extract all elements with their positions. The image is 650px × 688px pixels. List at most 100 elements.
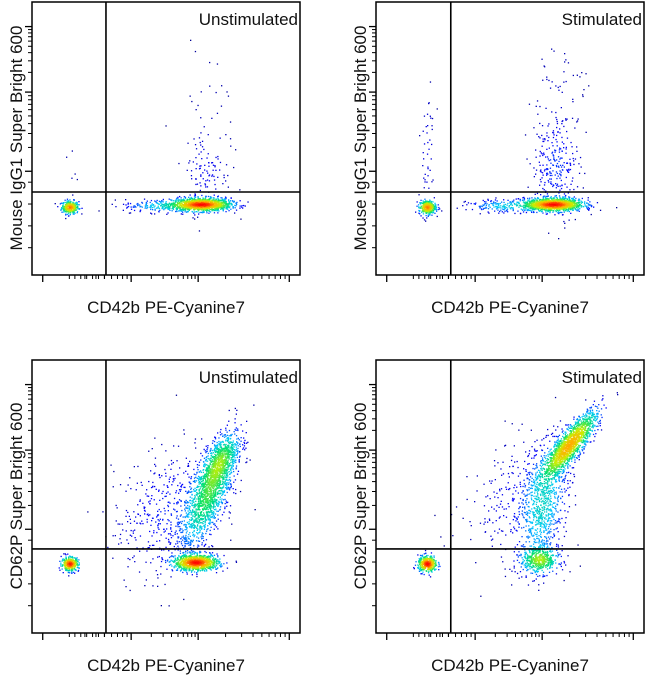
event-dot <box>523 211 524 212</box>
event-dot <box>179 209 180 210</box>
event-dot <box>548 233 549 234</box>
event-dot <box>60 563 61 564</box>
event-dot <box>534 209 535 210</box>
event-dot <box>593 207 594 208</box>
event-dot <box>72 150 73 151</box>
event-dot <box>181 200 182 201</box>
event-dot <box>219 169 220 170</box>
event-dot <box>230 197 231 198</box>
event-dot <box>75 565 76 566</box>
event-dot <box>427 167 428 168</box>
event-dot <box>68 558 69 559</box>
event-dot <box>575 219 576 220</box>
event-dot <box>535 194 536 195</box>
event-dot <box>571 205 572 206</box>
event-dot <box>545 200 546 201</box>
event-dot <box>175 202 176 203</box>
event-dot <box>233 167 234 168</box>
event-dot <box>233 206 234 207</box>
event-dot <box>525 205 526 206</box>
event-dot <box>514 213 515 214</box>
event-dot <box>572 208 573 209</box>
event-dot <box>221 208 222 209</box>
event-dot <box>219 558 220 559</box>
event-dot <box>556 159 557 160</box>
event-dot <box>69 211 70 212</box>
event-dot <box>556 171 557 172</box>
event-dot <box>568 200 569 201</box>
event-dot <box>581 206 582 207</box>
event-dot <box>188 162 189 163</box>
event-dot <box>236 210 237 211</box>
plot-area <box>0 358 320 658</box>
event-dot <box>545 156 546 157</box>
event-dot <box>551 198 552 199</box>
event-dot <box>533 199 534 200</box>
event-dot <box>546 135 547 136</box>
event-dot <box>59 561 60 562</box>
event-dot <box>191 175 192 176</box>
event-dot <box>540 181 541 182</box>
event-dot <box>214 555 215 556</box>
event-dot <box>551 173 552 174</box>
event-dot <box>218 201 219 202</box>
event-dot <box>500 207 501 208</box>
event-dot <box>416 206 417 207</box>
event-dot <box>549 212 550 213</box>
event-dot <box>228 96 229 97</box>
event-dot <box>418 194 419 195</box>
event-dot <box>483 200 484 201</box>
event-dot <box>196 207 197 208</box>
event-dot <box>227 175 228 176</box>
event-dot <box>228 199 229 200</box>
event-dot <box>147 201 148 202</box>
event-dot <box>190 96 191 97</box>
event-dot <box>436 207 437 208</box>
event-dot <box>209 199 210 200</box>
event-dot <box>551 49 552 50</box>
event-dot <box>552 170 553 171</box>
event-dot <box>578 206 579 207</box>
event-dot <box>540 179 541 180</box>
event-dot <box>201 201 202 202</box>
event-dot <box>147 207 148 208</box>
event-dot <box>64 562 65 563</box>
event-dot <box>570 142 571 143</box>
event-dot <box>193 213 194 214</box>
event-dot <box>214 566 215 567</box>
event-dot <box>65 553 66 554</box>
event-dot <box>195 51 196 52</box>
event-dot <box>512 201 513 202</box>
event-dot <box>540 169 541 170</box>
event-dot <box>536 134 537 135</box>
event-dot <box>428 206 429 207</box>
event-dot <box>545 211 546 212</box>
event-dot <box>185 198 186 199</box>
event-dot <box>195 199 196 200</box>
event-dot <box>201 91 202 92</box>
event-dot <box>185 208 186 209</box>
event-dot <box>192 211 193 212</box>
event-dot <box>212 199 213 200</box>
event-dot <box>551 205 552 206</box>
event-dot <box>206 171 207 172</box>
event-dot <box>577 210 578 211</box>
event-dot <box>182 202 183 203</box>
event-dot <box>498 207 499 208</box>
event-dot <box>215 200 216 201</box>
event-dot <box>162 201 163 202</box>
event-dot <box>195 197 196 198</box>
event-dot <box>197 105 198 106</box>
event-dot <box>201 206 202 207</box>
event-dot <box>483 209 484 210</box>
event-dot <box>581 201 582 202</box>
event-dot <box>541 59 542 60</box>
event-dot <box>563 206 564 207</box>
event-dot <box>213 557 214 558</box>
event-dot <box>423 213 424 214</box>
event-dot <box>507 205 508 206</box>
event-dot <box>427 208 428 209</box>
event-dot <box>494 211 495 212</box>
event-dot <box>425 221 426 222</box>
event-dot <box>495 204 496 205</box>
